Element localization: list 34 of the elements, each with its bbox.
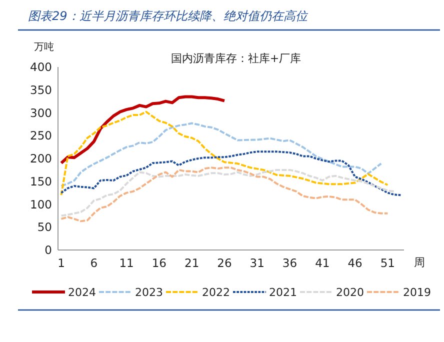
legend-label: 2022 xyxy=(202,286,230,299)
x-tick-label: 6 xyxy=(90,256,98,270)
x-tick-label: 21 xyxy=(184,256,200,270)
y-tick-label: 300 xyxy=(30,106,52,120)
legend-label: 2020 xyxy=(336,286,364,299)
line-series xyxy=(60,95,226,165)
x-tick-label: 31 xyxy=(250,256,264,270)
chart-title: 图表29：近半月沥青库存环比续降、绝对值仍在高位 xyxy=(28,9,308,23)
line-series xyxy=(60,110,389,196)
y-tick-label: 350 xyxy=(30,82,52,97)
x-axis-title: 周 xyxy=(414,256,425,269)
x-tick-label: 46 xyxy=(348,256,362,270)
y-tick-label: 100 xyxy=(30,197,52,212)
y-axis-title: 万吨 xyxy=(34,41,54,53)
legend-label: 2019 xyxy=(403,286,431,299)
line-series xyxy=(60,122,382,187)
y-tick-label: 150 xyxy=(30,174,52,188)
y-tick-label: 250 xyxy=(30,128,52,143)
y-tick-label: 50 xyxy=(37,220,52,234)
x-tick-label: 36 xyxy=(282,256,298,270)
x-tick-label: 26 xyxy=(217,256,232,270)
line-series xyxy=(60,150,402,196)
x-tick-label: 51 xyxy=(380,256,395,270)
legend-label: 2021 xyxy=(269,286,297,299)
x-tick-label: 1 xyxy=(58,256,65,270)
x-tick-label: 16 xyxy=(152,256,167,270)
y-tick-label: 0 xyxy=(44,243,52,257)
legend-label: 2024 xyxy=(68,286,96,299)
legend-label: 2023 xyxy=(135,286,163,299)
y-tick-label: 400 xyxy=(30,60,52,74)
chart-subtitle: 国内沥青库存：社库+厂库 xyxy=(170,52,302,65)
y-tick-label: 200 xyxy=(30,152,52,166)
x-tick-label: 41 xyxy=(315,256,330,270)
x-tick-label: 11 xyxy=(119,256,134,270)
